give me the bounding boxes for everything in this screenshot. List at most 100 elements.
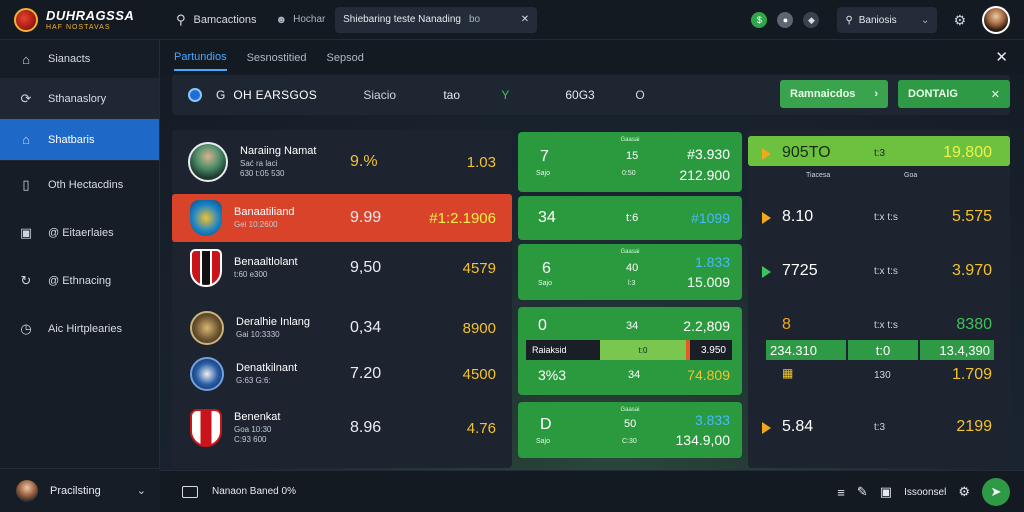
screen-icon[interactable]: ▣ [879,484,893,499]
team-row-1[interactable]: Banaatiliand Gei 10:2600 9.99 #1:2.1906 [172,194,512,242]
team-crest-icon [190,357,224,391]
market-small: Sajo [536,438,551,445]
odds-right[interactable]: 1.709 [951,366,992,383]
odds-row-3[interactable]: 8 t:x t:s 8380 [748,316,1010,336]
team-value-2[interactable]: 1.03 [466,153,496,171]
close-icon[interactable]: ✕ [520,14,530,25]
notification-pill[interactable]: Shiebaring teste Nanading bo ✕ [335,6,538,33]
sidebar: ⌂ Sianacts ⟳ Sthanaslory ⌂ Shatbaris ▯ O… [0,40,160,512]
sidebar-item-1[interactable]: ⟳ Sthanaslory [0,79,159,119]
team-name-block: Deralhie Inlang Gai 10:3330 [236,316,346,340]
sidebar-item-5[interactable]: ↻ @ Ethnacing [0,257,159,305]
market-card-2[interactable]: Gaasai 6 Sajo 40 l:3 1.833 15.009 [518,244,742,300]
sidebar-item-3[interactable]: ▯ Oth Hectacdins [0,161,159,209]
market-odd-2[interactable]: 212.900 [679,167,730,183]
chevron-right-icon: › [874,88,878,100]
screen-icon[interactable] [182,485,198,498]
action-fab-button[interactable]: ➤ [982,478,1010,506]
team-row-3[interactable]: Deralhie Inlang Gai 10:3330 0,34 8900 [172,304,512,352]
chevron-down-icon: ⌄ [921,14,930,26]
odds-mid: t:3 [874,148,886,159]
avatar[interactable] [982,6,1010,34]
odds-row-1[interactable]: 8.10 t:x t:s 5.575 [748,208,1010,228]
odds-right[interactable]: 2199 [956,418,992,435]
gear-icon[interactable]: ⚙ [958,484,970,499]
chevron-down-icon[interactable]: ⌄ [136,485,146,497]
odds-row-4[interactable]: ▦ 130 1.709 [748,366,1010,386]
market-card-0[interactable]: Gaasai 7 Sajo 15 0:50 #3.930 212.900 [518,132,742,192]
market-odd[interactable]: 3.833 [694,412,730,428]
market-odd[interactable]: #1099 [691,210,730,226]
search-icon[interactable]: ⚲ [176,11,186,27]
user-circle-icon[interactable]: ● [777,12,794,28]
odds-split-c: 13.4,390 [920,340,994,360]
market-odd-2[interactable]: 134.9,00 [675,432,731,448]
gear-icon[interactable]: ⚙ [953,11,966,28]
market-odd[interactable]: 2.2,809 [683,318,730,334]
odds-row-2[interactable]: 7725 t:x t:s 3.970 [748,262,1010,282]
sidebar-item-6[interactable]: ◷ Aic Hirtplearies [0,305,159,353]
market-odd[interactable]: 1.833 [694,254,730,270]
team-name: Denatkilnant [236,362,298,375]
team-name: Naraiing Namat [240,145,317,158]
tab-2[interactable]: Sepsod [326,52,364,64]
market-odd[interactable]: #3.930 [687,146,730,162]
close-icon[interactable]: ✕ [995,49,1008,66]
team-value-2[interactable]: 8900 [462,319,496,337]
sidebar-item-0[interactable]: ⌂ Sianacts [0,40,159,79]
odds-right[interactable]: 3.970 [951,262,992,279]
market-head: Gaasai [620,407,640,413]
edit-icon[interactable]: ✎ [856,484,868,499]
shield-icon[interactable]: ◆ [803,12,820,28]
bottom-right-label[interactable]: Issoonsel [904,486,947,498]
odds-row-0[interactable]: 905TO t:3 19.800 [748,144,1010,164]
user-icon[interactable]: ☻ [275,13,288,26]
team-value-2[interactable]: #1:2.1906 [429,209,496,227]
sidebar-item-label: Aic Hirtplearies [48,323,122,335]
odds-right[interactable]: 5.575 [951,208,992,225]
home-icon: ⌂ [22,132,30,147]
team-sub: G:63 G:6: [236,375,271,385]
tab-1[interactable]: Sesnostitied [246,52,307,64]
market-odd-2[interactable]: 15.009 [687,274,730,290]
team-row-0[interactable]: Naraiing Namat Sać ra laci 630 t:05 530 … [172,138,512,186]
odds-split-bar[interactable]: 234.310 t:0 13.4,390 [766,340,994,360]
tab-0[interactable]: Partundios [174,43,227,71]
clock-icon: ◷ [20,321,32,336]
team-row-4[interactable]: Denatkilnant G:63 G:6: 7.20 4500 [172,350,512,398]
brand[interactable]: DUHRAGSSA HAF NOSTAVAS [0,7,160,32]
odds-split-b: t:0 [848,340,918,360]
brand-logo-icon [14,7,38,32]
team-value-2[interactable]: 4.76 [466,419,496,437]
sidebar-item-4[interactable]: ▣ @ Eitaerlaies [0,209,159,257]
secondary-action-button[interactable]: DONTAIG ✕ [898,80,1010,108]
market-card-4[interactable]: Gaasai D Sajo 50 C:30 3.833 134.9,00 [518,402,742,458]
split-bar[interactable]: Raiaksid t:0 3.950 [526,340,732,360]
market-card-1[interactable]: 34 t:6 #1099 [518,196,742,240]
odds-row-5[interactable]: 5.84 t:3 2199 [748,418,1010,438]
odds-right[interactable]: 19.800 [943,144,992,161]
team-value-2[interactable]: 4500 [462,365,496,383]
close-icon: ✕ [990,88,1000,101]
team-value-2[interactable]: 4579 [462,259,496,277]
team-row-5[interactable]: Benenkat Goa 10:30 C:93 600 8.96 4.76 [172,404,512,452]
list-icon[interactable]: ≡ [837,484,845,500]
team-row-2[interactable]: Benaaltlolant t:60 e300 9,50 4579 [172,244,512,292]
market-odd-3[interactable]: 74.809 [687,367,730,383]
team-value-1: 8.96 [350,419,382,436]
search-input[interactable]: ⚲ Baniosis ⌄ [837,7,938,33]
odds-right[interactable]: 8380 [956,316,992,333]
team-name-block: Benenkat Goa 10:30 C:93 600 [234,411,344,445]
top-user-label[interactable]: Hochar [293,14,326,25]
sidebar-item-2[interactable]: ⌂ Shatbaris [0,119,159,161]
tablet-icon: ▯ [22,177,30,192]
primary-action-button[interactable]: Ramnaicdos › [780,80,888,108]
odds-row-0-sub: Tiacesa Goa [748,172,1010,184]
top-right-tools: $ ● ◆ ⚲ Baniosis ⌄ ⚙ [751,6,1010,34]
top-search-label[interactable]: Bamcactions [193,13,257,26]
sidebar-item-label: Shatbaris [48,133,95,146]
team-sub: 630 t:05 530 [240,168,285,178]
market-card-3[interactable]: 0 34 2.2,809 Raiaksid t:0 3.950 3%3 34 7… [518,307,742,395]
sidebar-profile[interactable]: Pracilsting ⌄ [0,468,160,512]
money-icon[interactable]: $ [751,12,768,28]
